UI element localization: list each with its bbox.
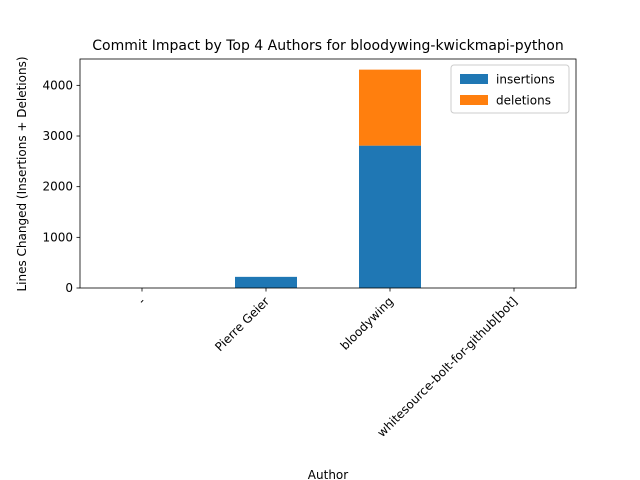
- y-axis-label: Lines Changed (Insertions + Deletions): [15, 56, 29, 291]
- bar-insertions-3: [359, 145, 421, 288]
- legend-label-deletions: deletions: [496, 94, 551, 108]
- y-tick-label-2: 1000: [42, 230, 73, 244]
- legend-swatch-insertions: [460, 74, 488, 84]
- bar-deletions-3: [359, 69, 421, 146]
- y-tick-label-4: 3000: [42, 129, 73, 143]
- y-tick-label-3: 2000: [42, 180, 73, 194]
- y-tick-label-5: 4000: [42, 78, 73, 92]
- bar-insertions-2: [235, 276, 297, 288]
- legend-label-insertions: insertions: [496, 73, 555, 87]
- legend-swatch-deletions: [460, 95, 488, 105]
- y-tick-label-1: 0: [65, 281, 73, 295]
- x-axis-label: Author: [308, 468, 348, 480]
- chart-title: Commit Impact by Top 4 Authors for blood…: [92, 38, 563, 54]
- axes-frame: [79, 58, 577, 289]
